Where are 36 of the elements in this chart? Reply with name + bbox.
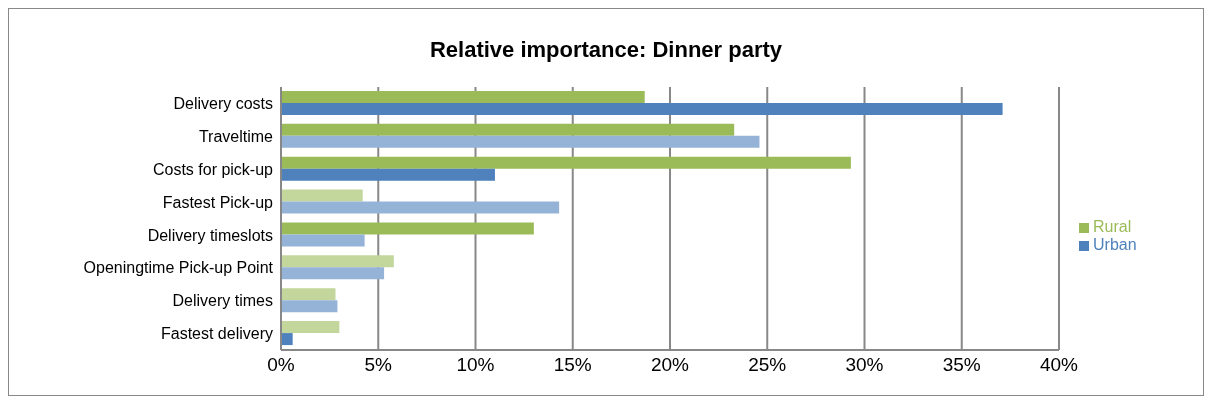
y-tick-label: Delivery timeslots [147,226,273,244]
bar [281,234,365,247]
legend-label: Rural [1093,218,1132,235]
y-tick-label: Openingtime Pick-up Point [83,259,274,277]
x-tick-label: 35% [942,354,981,376]
y-tick-label: Fastest Pick-up [162,193,274,211]
legend-label: Urban [1093,236,1137,253]
bar [281,300,338,313]
x-tick-label: 0% [267,354,295,376]
chart-title: Relative importance: Dinner party [428,36,784,64]
bar [281,255,394,268]
bar [281,222,534,235]
x-tick-label: 40% [1039,354,1079,376]
x-tick-label: 30% [845,354,884,376]
y-tick-label: Delivery costs [173,95,273,113]
x-tick-label: 15% [553,354,592,376]
bar [281,102,1003,115]
bar [281,201,560,214]
y-tick-label: Fastest delivery [160,325,273,343]
bar [281,333,293,346]
x-tick-label: 25% [748,354,787,376]
bar [281,156,851,169]
bar [281,288,336,301]
x-tick-label: 20% [650,354,690,376]
bar [281,267,385,280]
x-tick-label: 5% [364,354,393,376]
bar [281,123,735,136]
bar [281,189,363,202]
bar [281,135,760,148]
bar [281,321,340,334]
y-tick-label: Traveltime [198,127,274,145]
y-tick-label: Costs for pick-up [152,160,274,178]
bar [281,90,645,103]
x-tick-label: 10% [456,354,495,376]
y-tick-label: Delivery times [172,292,273,310]
bar [281,168,495,181]
